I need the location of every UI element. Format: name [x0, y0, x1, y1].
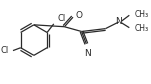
Text: CH₃: CH₃ — [135, 10, 149, 19]
Text: Cl: Cl — [1, 46, 9, 55]
Text: N: N — [115, 17, 122, 26]
Text: N: N — [84, 49, 91, 58]
Text: O: O — [76, 11, 83, 20]
Text: Cl: Cl — [58, 14, 66, 23]
Text: CH₃: CH₃ — [135, 24, 149, 33]
